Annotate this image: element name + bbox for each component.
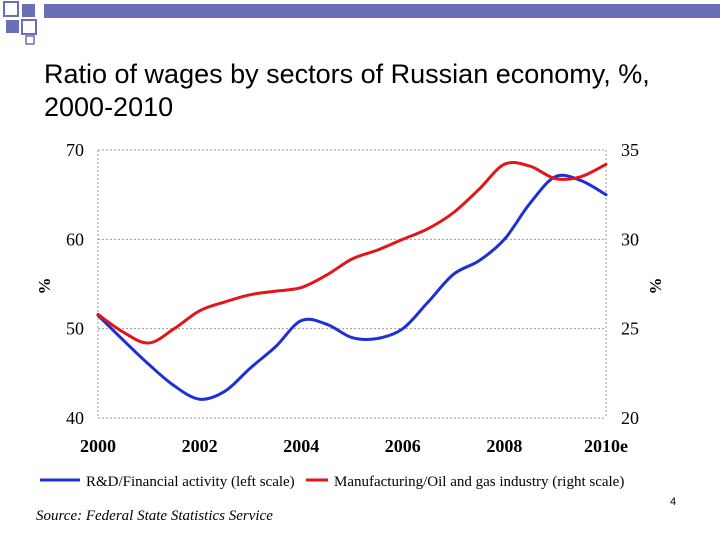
x-tick-label: 2008 [486,436,522,456]
deco-square [22,4,35,17]
page-number: 4 [670,496,677,508]
deco-square [25,35,35,45]
left-axis-label: % [35,278,54,295]
x-tick-label: 2010e [584,436,628,456]
deco-square [3,1,19,17]
legend-label: R&D/Financial activity (left scale) [86,474,295,490]
x-tick-label: 2006 [385,436,421,456]
right-tick-label: 35 [621,140,639,160]
right-axis-ticks: 35 30 25 20 [621,140,639,428]
deco-bar [44,4,720,18]
right-tick-label: 25 [621,319,639,339]
right-axis-label: % [646,278,665,295]
series-line-rd-financial [96,173,608,401]
legend-label: Manufacturing/Oil and gas industry (righ… [334,474,624,490]
x-tick-label: 2004 [283,436,319,456]
left-axis-ticks: 70 60 50 40 [66,140,84,428]
deco-square [21,19,37,35]
corner-decoration [3,1,720,45]
deco-square [6,20,19,33]
x-tick-label: 2002 [182,436,218,456]
left-tick-label: 70 [66,140,84,160]
left-tick-label: 60 [66,229,84,249]
slide-title: Ratio of wages by sectors of Russian eco… [44,59,650,122]
series-lines [96,161,608,401]
source-note: Source: Federal State Statistics Service [36,508,273,524]
left-tick-label: 50 [66,319,84,339]
legend: R&D/Financial activity (left scale) Manuf… [40,474,624,490]
x-axis-ticks: 2000 2002 2004 2006 2008 2010e [80,436,628,456]
grid-lines [97,149,607,419]
right-tick-label: 30 [621,229,639,249]
left-tick-label: 40 [66,408,84,428]
right-tick-label: 20 [621,408,639,428]
series-line-manufacturing-oil-gas [96,161,608,345]
x-tick-label: 2000 [80,436,116,456]
